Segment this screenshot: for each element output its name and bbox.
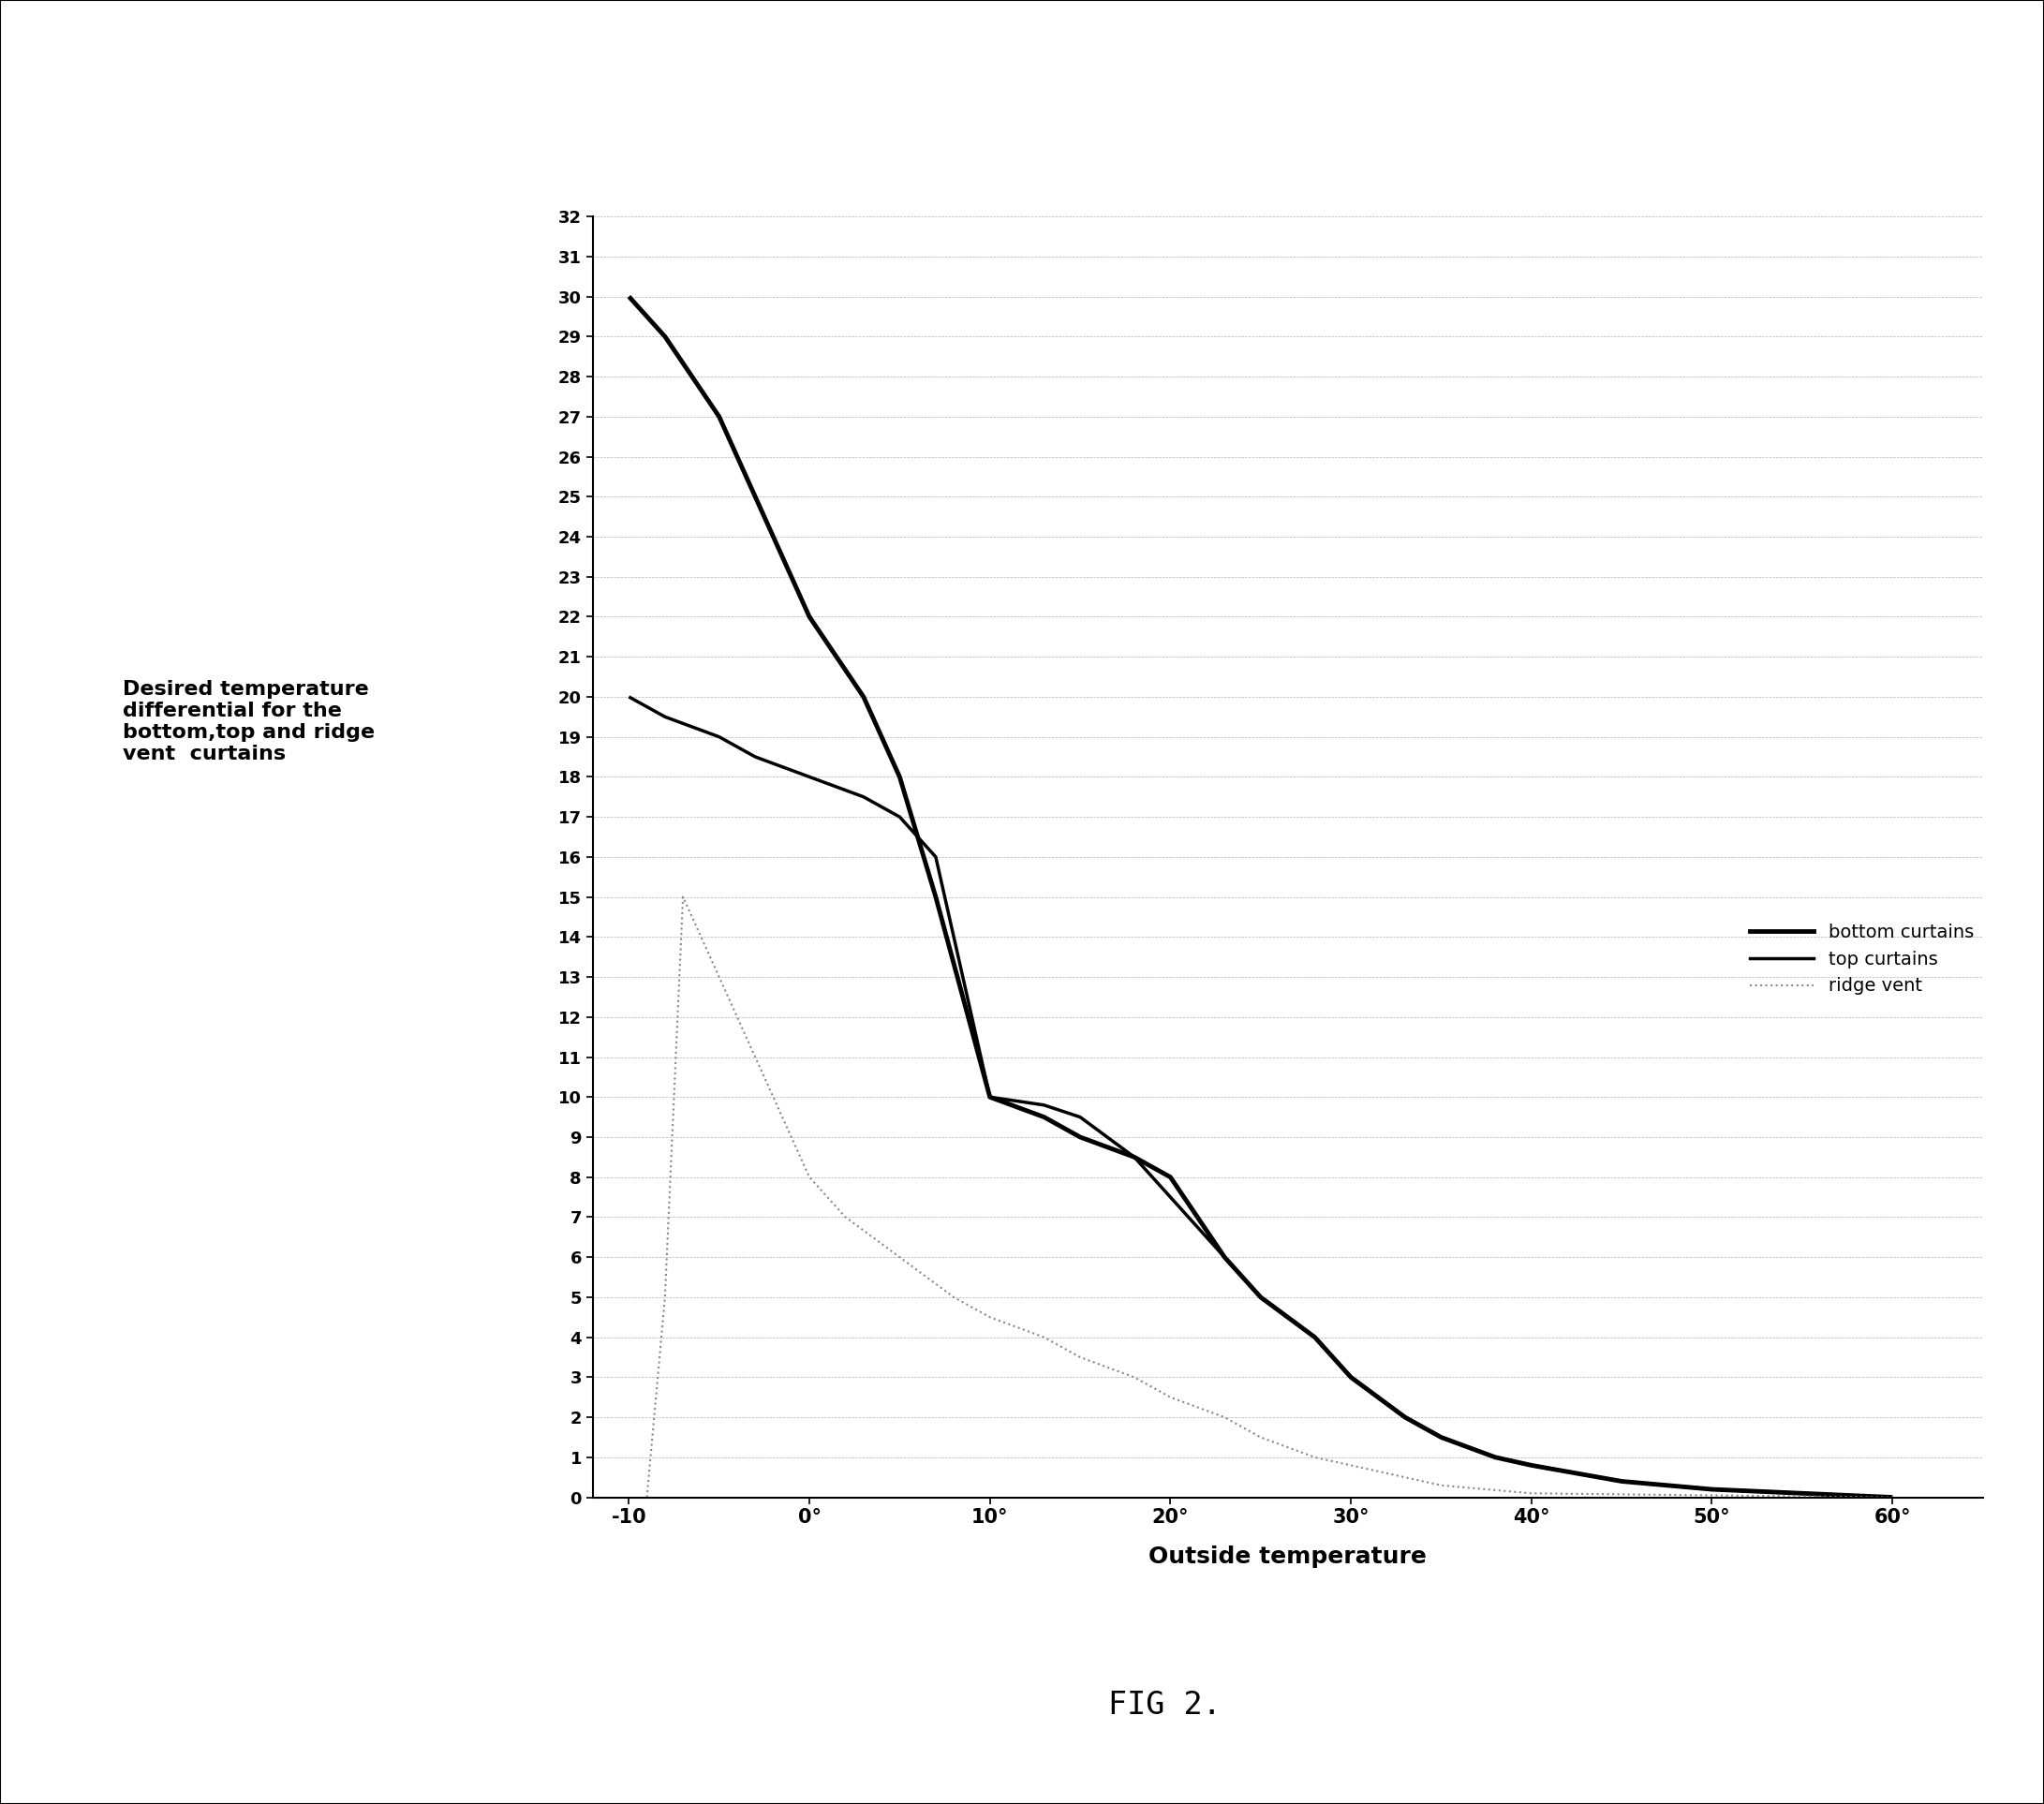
top curtains: [1122, 1146, 1147, 1167]
bottom curtains: [707, 406, 732, 428]
ridge vent: [977, 1306, 1002, 1328]
top curtains: [1032, 1095, 1057, 1117]
ridge vent: [1249, 1427, 1273, 1449]
ridge vent: [834, 1207, 858, 1229]
ridge vent: [1032, 1326, 1057, 1348]
bottom curtains: [1067, 1126, 1091, 1147]
top curtains: [1880, 1486, 1905, 1508]
bottom curtains: [977, 1086, 1002, 1108]
bottom curtains: [1429, 1427, 1453, 1449]
ridge vent: [1701, 1485, 1725, 1506]
top curtains: [1249, 1286, 1273, 1308]
bottom curtains: [1249, 1286, 1273, 1308]
Text: Desired temperature
differential for the
bottom,top and ridge
vent  curtains: Desired temperature differential for the…: [123, 680, 374, 763]
top curtains: [797, 767, 822, 788]
top curtains: [1609, 1470, 1633, 1492]
top curtains: [617, 686, 642, 707]
top curtains: [1159, 1187, 1183, 1209]
bottom curtains: [1392, 1407, 1416, 1429]
top curtains: [707, 725, 732, 747]
bottom curtains: [1880, 1486, 1905, 1508]
ridge vent: [1302, 1447, 1327, 1468]
top curtains: [1791, 1483, 1815, 1505]
top curtains: [977, 1086, 1002, 1108]
top curtains: [1302, 1326, 1327, 1348]
bottom curtains: [617, 285, 642, 307]
X-axis label: Outside temperature: Outside temperature: [1149, 1546, 1427, 1568]
bottom curtains: [850, 686, 875, 707]
ridge vent: [942, 1286, 967, 1308]
top curtains: [1067, 1106, 1091, 1128]
top curtains: [742, 747, 766, 769]
top curtains: [1519, 1454, 1543, 1476]
ridge vent: [1212, 1407, 1237, 1429]
bottom curtains: [1122, 1146, 1147, 1167]
Legend: bottom curtains, top curtains, ridge vent: bottom curtains, top curtains, ridge ven…: [1750, 924, 1975, 996]
bottom curtains: [1791, 1483, 1815, 1505]
bottom curtains: [1302, 1326, 1327, 1348]
bottom curtains: [1159, 1165, 1183, 1187]
bottom curtains: [1519, 1454, 1543, 1476]
ridge vent: [1519, 1483, 1543, 1505]
ridge vent: [1159, 1387, 1183, 1409]
ridge vent: [634, 1486, 658, 1508]
bottom curtains: [887, 767, 912, 788]
ridge vent: [652, 1286, 677, 1308]
ridge vent: [689, 925, 713, 947]
Text: FIG 2.: FIG 2.: [1108, 1689, 1222, 1721]
ridge vent: [1122, 1366, 1147, 1387]
ridge vent: [1429, 1474, 1453, 1496]
top curtains: [850, 787, 875, 808]
top curtains: [1339, 1366, 1363, 1387]
ridge vent: [1067, 1346, 1091, 1367]
Line: ridge vent: ridge vent: [646, 897, 1893, 1497]
bottom curtains: [742, 485, 766, 507]
top curtains: [1392, 1407, 1416, 1429]
ridge vent: [760, 1086, 785, 1108]
bottom curtains: [1701, 1479, 1725, 1501]
Line: bottom curtains: bottom curtains: [630, 296, 1893, 1497]
Line: top curtains: top curtains: [630, 696, 1893, 1497]
ridge vent: [887, 1247, 912, 1268]
ridge vent: [1339, 1454, 1363, 1476]
bottom curtains: [924, 886, 948, 907]
top curtains: [924, 846, 948, 868]
bottom curtains: [1032, 1106, 1057, 1128]
ridge vent: [707, 967, 732, 989]
bottom curtains: [797, 606, 822, 628]
ridge vent: [742, 1046, 766, 1068]
ridge vent: [726, 1007, 750, 1028]
bottom curtains: [1212, 1247, 1237, 1268]
top curtains: [887, 806, 912, 828]
top curtains: [1429, 1427, 1453, 1449]
bottom curtains: [1484, 1447, 1508, 1468]
top curtains: [1484, 1447, 1508, 1468]
ridge vent: [797, 1165, 822, 1187]
bottom curtains: [652, 327, 677, 348]
top curtains: [1212, 1247, 1237, 1268]
ridge vent: [670, 886, 695, 907]
ridge vent: [1880, 1486, 1905, 1508]
top curtains: [1701, 1479, 1725, 1501]
top curtains: [652, 705, 677, 727]
bottom curtains: [1609, 1470, 1633, 1492]
bottom curtains: [1339, 1366, 1363, 1387]
